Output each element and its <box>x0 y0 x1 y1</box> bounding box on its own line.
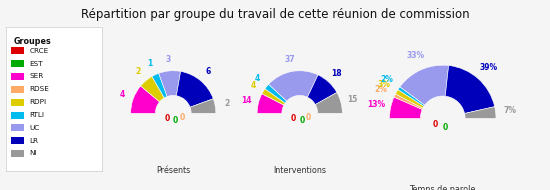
Text: 7%: 7% <box>504 106 517 115</box>
Text: 0: 0 <box>164 114 169 123</box>
Bar <box>11 60 24 67</box>
Wedge shape <box>307 75 337 104</box>
Text: 0: 0 <box>179 113 184 122</box>
Bar <box>11 124 24 131</box>
Wedge shape <box>152 73 167 98</box>
Wedge shape <box>394 94 423 109</box>
Text: 2%: 2% <box>380 75 393 84</box>
Text: 3%: 3% <box>377 80 390 89</box>
Text: 2%: 2% <box>375 85 388 94</box>
Wedge shape <box>265 84 287 103</box>
Bar <box>11 99 24 106</box>
Text: 0: 0 <box>299 116 305 125</box>
Text: Temps de parole
(mots prononcés): Temps de parole (mots prononcés) <box>408 185 478 190</box>
Text: RDSE: RDSE <box>30 86 50 92</box>
Bar <box>11 86 24 93</box>
Wedge shape <box>395 90 424 108</box>
Wedge shape <box>141 76 164 102</box>
Wedge shape <box>315 93 342 113</box>
Text: Groupes: Groupes <box>13 37 51 46</box>
Text: NI: NI <box>30 150 37 156</box>
Wedge shape <box>177 71 213 107</box>
Text: 14: 14 <box>241 96 252 105</box>
Text: 0: 0 <box>432 120 437 129</box>
Bar <box>11 150 24 157</box>
Wedge shape <box>465 107 496 118</box>
Wedge shape <box>190 99 216 113</box>
Text: 39%: 39% <box>479 63 497 72</box>
Text: RTLI: RTLI <box>30 112 45 118</box>
Bar <box>11 112 24 119</box>
Text: 33%: 33% <box>406 51 425 60</box>
Text: Interventions: Interventions <box>273 166 326 175</box>
Text: EST: EST <box>30 61 43 66</box>
Bar <box>11 47 24 54</box>
Wedge shape <box>257 94 284 113</box>
Text: 0: 0 <box>306 113 311 122</box>
Text: 4: 4 <box>251 81 256 89</box>
Text: UC: UC <box>30 125 40 131</box>
Wedge shape <box>131 86 160 113</box>
Text: RDPI: RDPI <box>30 99 47 105</box>
Wedge shape <box>398 87 425 106</box>
Wedge shape <box>446 66 494 113</box>
Bar <box>11 73 24 80</box>
Text: 0: 0 <box>291 114 296 123</box>
Text: LR: LR <box>30 138 38 144</box>
Text: 13%: 13% <box>367 100 385 109</box>
Wedge shape <box>159 71 180 97</box>
Wedge shape <box>389 97 422 118</box>
Text: CRCE: CRCE <box>30 48 49 54</box>
Text: 4: 4 <box>255 74 260 83</box>
Text: 0: 0 <box>173 116 178 125</box>
Text: Présents: Présents <box>156 166 190 175</box>
Text: 0: 0 <box>443 124 448 132</box>
Wedge shape <box>262 89 285 105</box>
Text: 2: 2 <box>224 99 229 108</box>
Text: 18: 18 <box>332 69 342 78</box>
Text: 4: 4 <box>119 90 125 99</box>
Bar <box>11 137 24 144</box>
Text: 3: 3 <box>166 55 171 63</box>
Text: Répartition par groupe du travail de cette réunion de commission: Répartition par groupe du travail de cet… <box>81 8 469 21</box>
Wedge shape <box>400 65 449 105</box>
Text: 15: 15 <box>347 95 358 104</box>
Text: SER: SER <box>30 73 44 79</box>
Text: 6: 6 <box>206 67 211 76</box>
Text: 37: 37 <box>284 55 295 64</box>
Text: 2: 2 <box>136 67 141 76</box>
Text: 1: 1 <box>147 59 153 68</box>
Wedge shape <box>268 71 318 101</box>
